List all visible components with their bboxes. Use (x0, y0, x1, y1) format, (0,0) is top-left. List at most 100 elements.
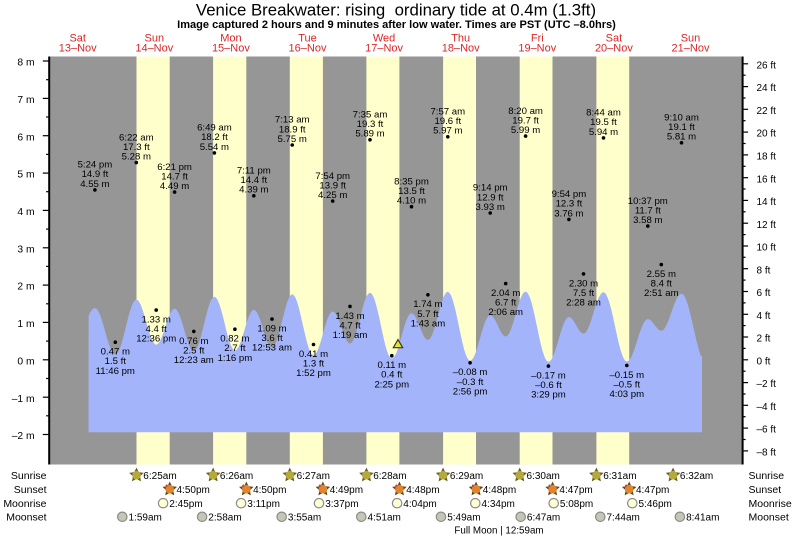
svg-text:20 ft: 20 ft (757, 129, 777, 140)
svg-text:3.6 ft: 3.6 ft (261, 333, 283, 344)
svg-text:12.3 ft: 12.3 ft (556, 199, 583, 210)
svg-text:11.7 ft: 11.7 ft (635, 205, 661, 216)
svg-text:2.55 m: 2.55 m (647, 269, 676, 280)
svg-text:0.76 m: 0.76 m (179, 336, 208, 347)
svg-text:12:53 am: 12:53 am (252, 343, 292, 354)
svg-text:–2 m: –2 m (12, 431, 35, 442)
svg-text:Fri: Fri (531, 33, 544, 45)
svg-text:8 ft: 8 ft (757, 265, 771, 276)
svg-text:9:14 pm: 9:14 pm (473, 183, 508, 194)
svg-text:1.33 m: 1.33 m (142, 315, 171, 326)
svg-text:13.9 ft: 13.9 ft (319, 180, 346, 191)
svg-text:Sun: Sun (145, 33, 165, 45)
svg-text:1.43 m: 1.43 m (335, 311, 364, 322)
svg-text:6:22 am: 6:22 am (119, 132, 154, 143)
svg-text:15–Nov: 15–Nov (212, 43, 250, 55)
svg-text:5.75 m: 5.75 m (278, 134, 307, 145)
svg-text:21–Nov: 21–Nov (672, 43, 710, 55)
svg-text:Image captured 2 hours and 9 m: Image captured 2 hours and 9 minutes aft… (177, 19, 616, 31)
svg-text:2.04 m: 2.04 m (491, 288, 520, 299)
svg-text:4.25 m: 4.25 m (318, 190, 347, 201)
svg-text:5:24 pm: 5:24 pm (78, 160, 113, 171)
svg-text:17–Nov: 17–Nov (365, 43, 403, 55)
svg-text:4:47pm: 4:47pm (636, 485, 669, 496)
svg-text:19.6 ft: 19.6 ft (434, 116, 461, 127)
svg-text:18 ft: 18 ft (757, 152, 777, 163)
svg-text:7:57 am: 7:57 am (430, 107, 465, 118)
svg-text:5.99 m: 5.99 m (511, 125, 540, 136)
svg-text:2 ft: 2 ft (757, 334, 771, 345)
svg-text:7:44am: 7:44am (607, 513, 640, 524)
svg-text:16 ft: 16 ft (757, 174, 777, 185)
svg-text:–8 ft: –8 ft (757, 448, 777, 459)
svg-text:14 ft: 14 ft (757, 197, 777, 208)
svg-text:4:03 pm: 4:03 pm (609, 389, 644, 400)
svg-text:10 ft: 10 ft (757, 243, 777, 254)
svg-text:7:11 pm: 7:11 pm (237, 166, 271, 177)
svg-text:Thu: Thu (451, 33, 470, 45)
svg-text:2:25 pm: 2:25 pm (374, 379, 409, 390)
svg-text:1:59am: 1:59am (129, 513, 162, 524)
svg-text:Sat: Sat (606, 33, 623, 45)
svg-text:10:37 pm: 10:37 pm (628, 196, 668, 207)
svg-text:5:46pm: 5:46pm (639, 499, 672, 510)
svg-text:8 m: 8 m (17, 58, 34, 69)
svg-text:18–Nov: 18–Nov (442, 43, 480, 55)
svg-text:3.58 m: 3.58 m (633, 215, 662, 226)
svg-text:Sun: Sun (681, 33, 701, 45)
svg-text:5:49am: 5:49am (447, 513, 480, 524)
svg-text:2.7 ft: 2.7 ft (224, 343, 246, 354)
svg-text:Moonset: Moonset (6, 512, 46, 524)
svg-text:1.5 ft: 1.5 ft (105, 356, 127, 367)
svg-text:4.39 m: 4.39 m (239, 185, 268, 196)
svg-text:9:54 pm: 9:54 pm (552, 189, 587, 200)
svg-text:3:11pm: 3:11pm (247, 499, 280, 510)
svg-text:6 m: 6 m (17, 132, 34, 143)
svg-text:6:29am: 6:29am (450, 471, 483, 482)
svg-text:0.82 m: 0.82 m (220, 334, 249, 345)
svg-text:Full Moon | 12:59am: Full Moon | 12:59am (454, 525, 543, 536)
svg-text:4 ft: 4 ft (757, 311, 771, 322)
svg-text:2.5 ft: 2.5 ft (183, 345, 205, 356)
svg-text:20–Nov: 20–Nov (595, 43, 633, 55)
svg-text:–2 ft: –2 ft (757, 379, 777, 390)
svg-text:19.3 ft: 19.3 ft (357, 119, 384, 130)
svg-text:12:23 am: 12:23 am (174, 355, 214, 366)
svg-text:0.4 ft: 0.4 ft (381, 370, 403, 381)
svg-text:3:37pm: 3:37pm (325, 499, 358, 510)
svg-text:4:50pm: 4:50pm (177, 485, 210, 496)
svg-text:19.7 ft: 19.7 ft (512, 115, 539, 126)
svg-text:4:51am: 4:51am (368, 513, 401, 524)
svg-text:5.28 m: 5.28 m (122, 152, 151, 163)
svg-text:Sunrise: Sunrise (749, 470, 785, 482)
svg-text:8:44 am: 8:44 am (586, 108, 621, 119)
svg-text:6:28am: 6:28am (373, 471, 406, 482)
svg-text:6:25am: 6:25am (143, 471, 176, 482)
svg-text:Sat: Sat (69, 33, 86, 45)
svg-text:5:08pm: 5:08pm (560, 499, 593, 510)
svg-text:16–Nov: 16–Nov (289, 43, 327, 55)
svg-text:Sunset: Sunset (14, 484, 47, 496)
svg-text:22 ft: 22 ft (757, 106, 777, 117)
svg-text:–0.5 ft: –0.5 ft (613, 379, 640, 390)
svg-text:4:48pm: 4:48pm (483, 485, 516, 496)
svg-text:4:49pm: 4:49pm (330, 485, 363, 496)
svg-text:12 ft: 12 ft (757, 220, 777, 231)
svg-text:13.5 ft: 13.5 ft (398, 186, 425, 197)
svg-text:–0.3 ft: –0.3 ft (457, 377, 484, 388)
svg-text:6:21 pm: 6:21 pm (157, 162, 192, 173)
svg-text:Wed: Wed (373, 33, 395, 45)
svg-text:19.1 ft: 19.1 ft (668, 122, 695, 133)
svg-text:Moonset: Moonset (749, 512, 789, 524)
svg-text:1:52 pm: 1:52 pm (296, 368, 331, 379)
svg-text:6:30am: 6:30am (527, 471, 560, 482)
svg-text:–0.17 m: –0.17 m (531, 371, 566, 382)
svg-text:1:19 am: 1:19 am (333, 330, 368, 341)
svg-text:7:35 am: 7:35 am (353, 110, 388, 121)
svg-text:4:50pm: 4:50pm (253, 485, 286, 496)
svg-text:4.55 m: 4.55 m (80, 179, 109, 190)
svg-text:4.7 ft: 4.7 ft (339, 320, 361, 331)
svg-text:5.81 m: 5.81 m (667, 132, 696, 143)
svg-text:19.5 ft: 19.5 ft (590, 117, 617, 128)
svg-text:14.7 ft: 14.7 ft (161, 171, 188, 182)
